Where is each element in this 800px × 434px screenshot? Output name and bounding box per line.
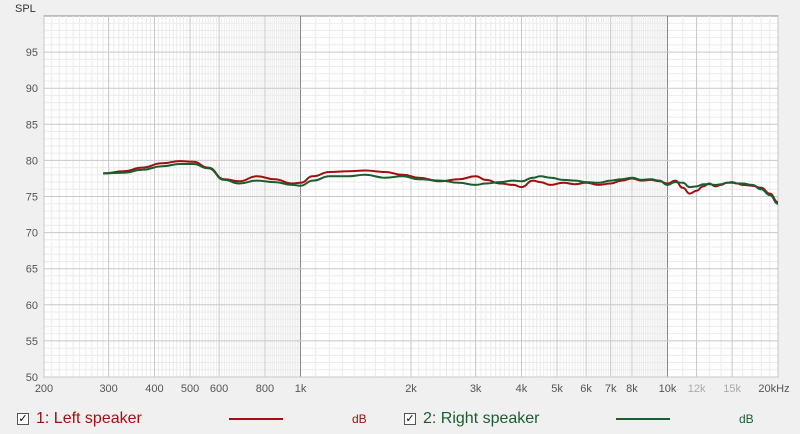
x-tick-label: 4k xyxy=(516,383,528,395)
x-tick-label: 400 xyxy=(145,383,163,395)
legend-label-left-speaker: 1: Left speaker xyxy=(36,410,142,427)
y-tick-label: 85 xyxy=(26,119,38,131)
y-tick-label: 90 xyxy=(26,83,38,95)
major-grid xyxy=(43,16,779,378)
y-tick-label: 70 xyxy=(26,228,38,240)
x-tick-label: 6k xyxy=(580,383,592,395)
x-tick-label: 20kHz xyxy=(758,383,789,395)
x-tick-label: 8k xyxy=(626,383,638,395)
series-lines xyxy=(103,160,779,205)
legend-line-right-speaker xyxy=(616,418,670,420)
x-tick-label: 12k xyxy=(688,383,706,395)
x-tick-label: 5k xyxy=(551,383,563,395)
y-tick-label: 50 xyxy=(26,372,38,384)
x-tick-label: 2k xyxy=(405,383,417,395)
x-tick-label: 200 xyxy=(35,383,53,395)
x-tick-label: 1k xyxy=(295,383,307,395)
x-tick-labels: 200 300 400 500 600 800 1k 2k 3k 4k 5k 6k 7k 8k 10k 12k… xyxy=(35,383,790,395)
y-tick-label: 60 xyxy=(26,300,38,312)
legend-label-right-speaker: 2: Right speaker xyxy=(423,410,540,427)
y-tick-labels: 95 90 85 80 75 70 65 60 55 50 xyxy=(26,47,38,384)
y-tick-label: 95 xyxy=(26,47,38,59)
x-tick-label: 15k xyxy=(723,383,741,395)
x-tick-label: 300 xyxy=(99,383,117,395)
y-axis-title: SPL xyxy=(15,3,36,15)
legend-unit-right-speaker: dB xyxy=(739,412,754,426)
x-tick-label: 800 xyxy=(256,383,274,395)
left-speaker-checkbox[interactable]: ✓ xyxy=(17,413,29,425)
x-tick-label: 500 xyxy=(181,383,199,395)
x-tick-label: 7k xyxy=(605,383,617,395)
x-tick-label: 3k xyxy=(470,383,482,395)
series-line-left-speaker xyxy=(103,160,779,204)
x-tick-label: 600 xyxy=(210,383,228,395)
x-tick-label: 10k xyxy=(659,383,677,395)
legend-item-right-speaker: ✓ 2: Right speaker xyxy=(404,408,540,430)
series-line-right-speaker xyxy=(103,163,779,205)
y-tick-label: 75 xyxy=(26,192,38,204)
legend-item-left-speaker: ✓ 1: Left speaker xyxy=(17,408,142,430)
y-tick-label: 55 xyxy=(26,336,38,348)
legend-unit-left-speaker: dB xyxy=(352,412,367,426)
right-speaker-checkbox[interactable]: ✓ xyxy=(404,413,416,425)
y-tick-label: 80 xyxy=(26,155,38,167)
legend-line-left-speaker xyxy=(229,418,283,420)
y-tick-label: 65 xyxy=(26,264,38,276)
